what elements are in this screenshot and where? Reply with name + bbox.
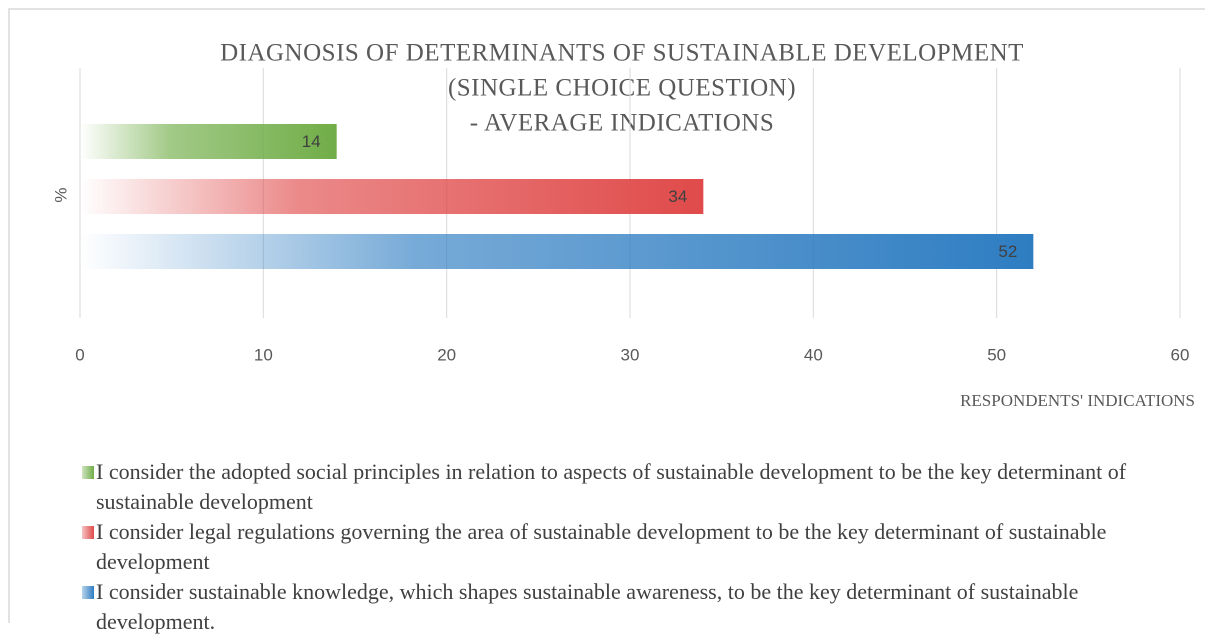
x-tick-label: 10 — [254, 345, 273, 364]
x-tick-label: 50 — [987, 345, 1006, 364]
bar — [80, 179, 704, 214]
bar — [80, 234, 1034, 269]
legend-label: I consider sustainable knowledge, which … — [96, 579, 1079, 634]
chart-border — [8, 8, 1205, 623]
x-tick-label: 30 — [621, 345, 640, 364]
legend-entry: I consider sustainable knowledge, which … — [82, 577, 1197, 637]
x-tick-label: 20 — [437, 345, 456, 364]
bar — [80, 124, 337, 159]
x-tick-label: 40 — [804, 345, 823, 364]
legend-entry: I consider the adopted social principles… — [82, 457, 1197, 517]
chart-title: - AVERAGE INDICATIONS — [470, 110, 774, 137]
y-axis-label: % — [51, 187, 70, 202]
chart-title: (SINGLE CHOICE QUESTION) — [448, 75, 796, 102]
chart: RESPONDENTS' INDICATIONS % DIAGNOSIS OF … — [8, 8, 1205, 623]
legend-label: I consider the adopted social principles… — [96, 459, 1127, 514]
legend-label: I consider legal regulations governing t… — [96, 519, 1107, 574]
legend-swatch — [82, 466, 94, 479]
legend: I consider the adopted social principles… — [82, 457, 1197, 637]
legend-swatch — [82, 586, 94, 599]
page: {"chart_data": {"type": "hbar", "title":… — [8, 8, 1205, 634]
data-label: 14 — [302, 132, 321, 151]
legend-swatch — [82, 526, 94, 539]
data-label: 52 — [998, 242, 1017, 261]
chart-title: DIAGNOSIS OF DETERMINANTS OF SUSTAINABLE… — [220, 40, 1024, 67]
legend-entry: I consider legal regulations governing t… — [82, 517, 1197, 577]
x-tick-label: 60 — [1171, 345, 1190, 364]
data-label: 34 — [668, 187, 687, 206]
x-axis-label: RESPONDENTS' INDICATIONS — [960, 391, 1195, 410]
x-tick-label: 0 — [75, 345, 84, 364]
